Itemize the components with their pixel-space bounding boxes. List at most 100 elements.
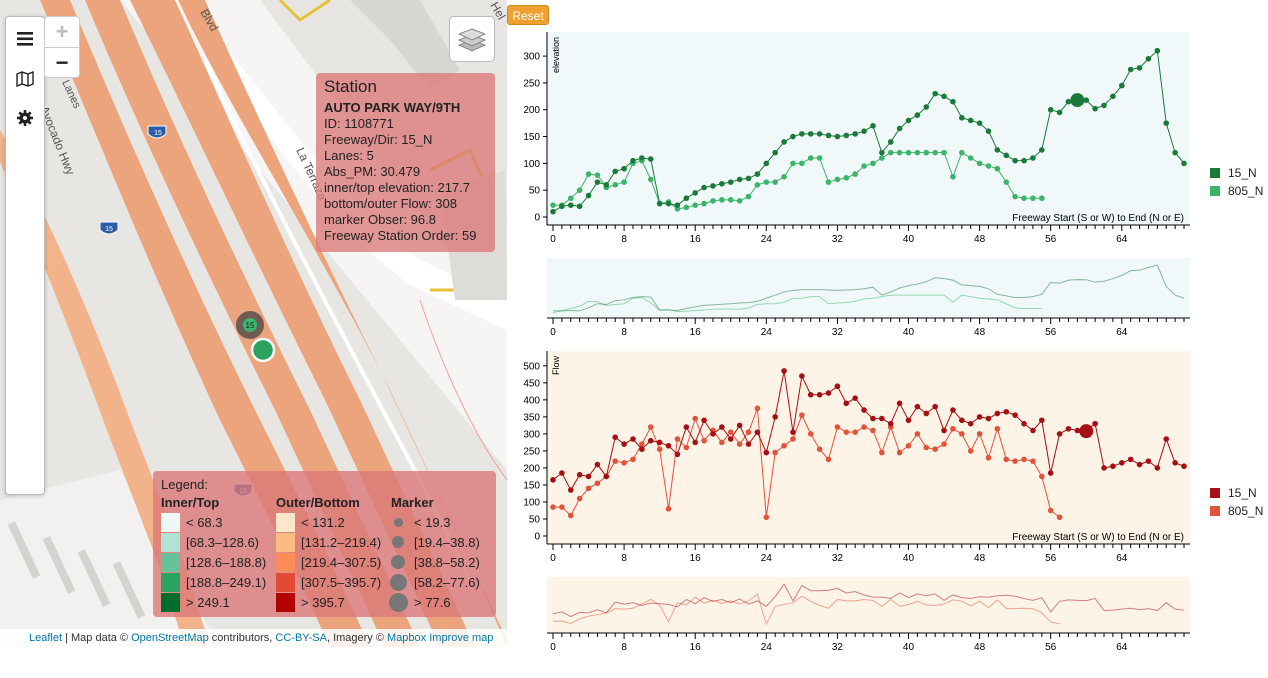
map-icon[interactable]	[15, 69, 35, 89]
improve-map-link[interactable]: Improve map	[429, 632, 494, 644]
data-point	[763, 514, 770, 521]
context-line-805_N	[553, 294, 1042, 313]
data-point	[727, 429, 734, 435]
data-point	[1047, 106, 1054, 113]
data-point	[1127, 456, 1134, 463]
cc-by-sa-link[interactable]: CC-BY-SA	[275, 632, 327, 644]
data-point	[1039, 147, 1045, 153]
x-tick-label: 8	[621, 327, 627, 338]
x-tick-label: 24	[761, 642, 773, 653]
legend-swatch	[276, 512, 295, 532]
data-point	[727, 179, 734, 185]
data-point	[896, 149, 903, 156]
legend-swatch	[1210, 506, 1220, 516]
data-point	[905, 417, 912, 424]
data-point	[710, 198, 716, 204]
data-point	[639, 155, 645, 161]
data-point	[1154, 47, 1161, 54]
station-markers[interactable]: 15	[232, 308, 282, 368]
zoom-control: + −	[44, 16, 80, 78]
data-point	[719, 439, 725, 446]
mapbox-link[interactable]: Mapbox	[387, 632, 427, 644]
leaflet-link[interactable]: Leaflet	[29, 632, 63, 644]
data-point	[1012, 193, 1018, 200]
data-point	[932, 446, 938, 453]
data-point	[594, 172, 601, 178]
popup-line: Freeway Station Order: 59	[324, 228, 477, 243]
x-tick-label: 32	[832, 553, 844, 564]
x-tick-label: 64	[1116, 327, 1128, 338]
data-point	[559, 203, 565, 210]
data-point	[719, 180, 725, 187]
zoom-out-button[interactable]: −	[55, 50, 69, 75]
data-point	[665, 505, 672, 512]
data-point	[843, 175, 850, 181]
svg-text:15: 15	[154, 130, 162, 137]
menu-icon[interactable]	[15, 29, 35, 49]
legend-marker-circle-icon	[387, 592, 409, 612]
data-point	[1065, 425, 1072, 432]
data-point	[985, 128, 992, 134]
reset-button[interactable]: Reset	[507, 5, 549, 25]
popup-line: Lanes: 5	[324, 148, 374, 163]
data-point	[861, 128, 867, 134]
data-point	[576, 471, 583, 478]
data-point	[879, 449, 885, 456]
popup-station-name: AUTO PARK WAY/9TH	[324, 100, 461, 115]
osm-link[interactable]: OpenStreetMap	[131, 632, 209, 644]
elevation-y-axis-label: elevation	[551, 37, 561, 73]
zoom-in-button[interactable]: +	[45, 17, 79, 48]
station-marker[interactable]	[250, 337, 276, 363]
data-point	[559, 470, 565, 476]
x-tick-label: 48	[974, 234, 986, 245]
data-point	[879, 155, 885, 161]
data-point	[1003, 152, 1010, 159]
data-point	[879, 149, 885, 156]
x-tick-label: 16	[690, 642, 702, 653]
legend-item: [307.5–395.7)	[276, 572, 381, 592]
data-point	[967, 155, 974, 161]
data-point	[656, 439, 663, 446]
data-point	[1012, 412, 1018, 418]
data-point	[745, 441, 752, 447]
y-tick-label: 300	[523, 429, 540, 440]
data-point	[772, 179, 778, 185]
data-point	[1021, 195, 1027, 202]
y-tick-label: 200	[523, 105, 540, 116]
data-point	[994, 165, 1001, 172]
layers-button[interactable]	[449, 16, 495, 62]
data-point	[692, 202, 698, 208]
data-point	[1047, 470, 1054, 476]
data-point	[550, 477, 556, 483]
data-point	[950, 407, 956, 413]
charts-svg[interactable]: 0501001502002503000088161624243232404048…	[507, 0, 1268, 673]
x-tick-label: 48	[974, 553, 986, 564]
y-tick-label: 0	[534, 532, 540, 543]
map-panel[interactable]: 15 15 15 Blvd Hel Lanes Avocado Hwy La T…	[0, 0, 507, 647]
layers-icon	[458, 28, 486, 52]
data-point	[950, 425, 956, 432]
legend-swatch	[1210, 168, 1220, 178]
data-point	[567, 512, 574, 519]
data-point	[923, 444, 930, 451]
data-point	[1154, 465, 1161, 471]
data-point	[834, 383, 841, 390]
data-point	[790, 133, 796, 140]
data-point	[994, 425, 1001, 432]
context-line-15_N	[552, 264, 1185, 313]
data-point	[567, 202, 574, 208]
legend-swatch	[276, 552, 295, 572]
data-point	[585, 171, 592, 177]
data-point	[887, 149, 894, 156]
x-tick-label: 40	[903, 642, 915, 653]
legend-marker-circle-icon	[387, 536, 409, 548]
data-point	[1003, 408, 1010, 415]
legend-item: [19.4–38.8)	[387, 532, 480, 552]
data-point	[967, 117, 974, 124]
legend-marker-column: Marker < 19.3 [19.4–38.8) [38.8–58.2) [5…	[387, 495, 480, 612]
settings-gear-icon[interactable]	[15, 108, 35, 128]
data-point	[932, 149, 938, 156]
data-point	[967, 420, 974, 427]
x-tick-label: 8	[621, 642, 627, 653]
data-point	[736, 441, 743, 447]
